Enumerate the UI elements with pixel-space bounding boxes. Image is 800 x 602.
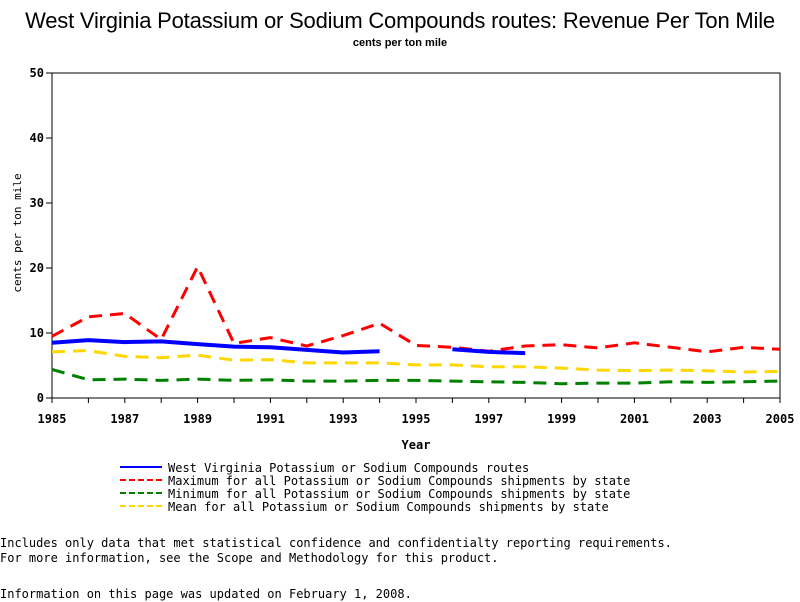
chart-subtitle: cents per ton mile (352, 37, 448, 49)
series-line-minimum-for-all-potassium-or-sodium-compounds-shipments-by-state-0 (51, 367, 781, 386)
series-line-maximum-for-all-potassium-or-sodium-compounds-shipments-by-state-0 (51, 265, 781, 354)
legend-label-maximum: Maximum for all Potassium or Sodium Comp… (168, 474, 631, 488)
legend-label-minimum: Minimum for all Potassium or Sodium Comp… (168, 487, 631, 501)
footnotes: Includes only data that met statistical … (0, 536, 800, 566)
x-tick-label-1995: 1995 (402, 412, 431, 426)
series-minimum-for-all-potassium-or-sodium-compounds-shipments-by-state (51, 367, 781, 386)
legend-swatch-maximum (120, 479, 162, 481)
x-tick-label-2001: 2001 (620, 412, 649, 426)
series-mean-for-all-potassium-or-sodium-compounds-shipments-by-state (51, 349, 781, 374)
x-tick-label-2003: 2003 (693, 412, 722, 426)
series-line-west-virginia-potassium-or-sodium-compounds-routes-0 (51, 338, 380, 355)
series-line-west-virginia-potassium-or-sodium-compounds-routes-1 (452, 347, 526, 356)
legend-label-mean: Mean for all Potassium or Sodium Compoun… (168, 500, 609, 514)
legend-swatch-mean (120, 505, 162, 507)
x-tick-label-1993: 1993 (329, 412, 358, 426)
series-line-mean-for-all-potassium-or-sodium-compounds-shipments-by-state-0 (51, 349, 781, 374)
y-tick-label-0: 0 (37, 391, 44, 405)
x-tick-label-1991: 1991 (256, 412, 285, 426)
y-axis-label: cents per ton mile (11, 173, 24, 292)
y-tick-label-10: 10 (30, 326, 44, 340)
footnote-methodology: For more information, see the Scope and … (0, 551, 499, 565)
x-axis-label: Year (402, 438, 431, 452)
x-tick-label-1987: 1987 (110, 412, 139, 426)
legend-swatch-west-virginia (120, 466, 162, 468)
plot-border (51, 72, 781, 399)
y-tick-label-30: 30 (30, 196, 44, 210)
plot-frame (51, 72, 781, 399)
x-tick-label-2005: 2005 (766, 412, 795, 426)
legend-swatch-minimum (120, 492, 162, 494)
footnote-confidence: Includes only data that met statistical … (0, 536, 672, 550)
x-tick-label-1999: 1999 (547, 412, 576, 426)
chart-title: West Virginia Potassium or Sodium Compou… (25, 8, 775, 33)
x-tick-label-1985: 1985 (38, 412, 67, 426)
series-west-virginia-potassium-or-sodium-compounds-routes (51, 338, 526, 356)
series-layer (51, 265, 781, 386)
y-tick-label-50: 50 (30, 66, 44, 80)
x-tick-label-1989: 1989 (183, 412, 212, 426)
x-tick-label-1997: 1997 (474, 412, 503, 426)
x-axis: 1985 1987 1989 1991 1993 1995 1997 1999 2001 2003… (38, 398, 795, 426)
legend-label-west-virginia: West Virginia Potassium or Sodium Compou… (168, 461, 530, 475)
last-updated-note: Information on this page was updated on … (0, 587, 412, 601)
y-tick-label-20: 20 (30, 261, 44, 275)
y-tick-label-40: 40 (30, 131, 44, 145)
y-axis: 0 10 20 30 40 50 (30, 66, 52, 405)
series-maximum-for-all-potassium-or-sodium-compounds-shipments-by-state (51, 265, 781, 354)
